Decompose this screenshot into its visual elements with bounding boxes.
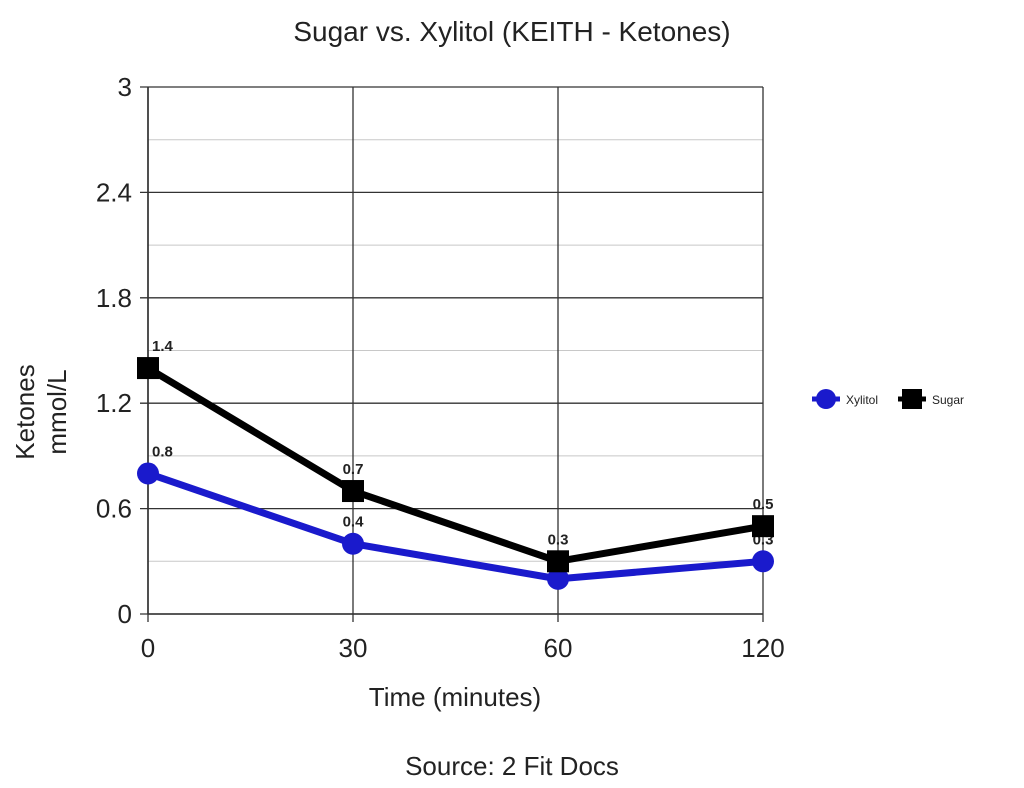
xylitol-line <box>144 469 767 583</box>
sugar-point <box>752 515 774 538</box>
xylitol-point <box>137 462 159 485</box>
source-note: Source: 2 Fit Docs <box>405 751 619 781</box>
xylitol-data-label: 0.4 <box>343 514 365 531</box>
legend-xylitol-marker <box>816 389 836 409</box>
x-tick-label: 0 <box>141 633 155 663</box>
chart-title: Sugar vs. Xylitol (KEITH - Ketones) <box>293 16 730 47</box>
sugar-point <box>547 550 569 573</box>
y-axis-label-line-2: mmol/L <box>42 369 72 454</box>
y-axis-label-line-1: Ketones <box>10 364 40 459</box>
xylitol-point <box>342 532 364 555</box>
sugar-data-label: 1.4 <box>152 338 174 355</box>
y-tick-label: 0.6 <box>96 494 132 524</box>
y-tick-label: 2.4 <box>96 177 132 207</box>
y-tick-label: 3 <box>118 72 132 102</box>
xylitol-data-label: 0.8 <box>152 443 173 460</box>
sugar-data-label: 0.3 <box>548 531 569 548</box>
series-layer: 0.80.40.31.40.70.30.5 <box>137 338 774 590</box>
sugar-series: 1.4 0.7 0.3 0.5 <box>137 338 774 573</box>
xylitol-point <box>547 567 569 590</box>
x-tick-label: 30 <box>339 633 368 663</box>
legend-sugar-label: Sugar <box>932 393 964 407</box>
y-tick-label: 1.2 <box>96 388 132 418</box>
xylitol-series: 0.8 0.4 0.3 <box>137 443 774 590</box>
sugar-data-label: 0.7 <box>343 461 364 478</box>
sugar-point <box>342 480 364 503</box>
y-tick-label: 1.8 <box>96 283 132 313</box>
legend: Xylitol Sugar <box>812 389 964 409</box>
sugar-data-label: 0.5 <box>753 496 774 513</box>
x-axis-label: Time (minutes) <box>369 682 541 712</box>
x-tick-label: 60 <box>544 633 573 663</box>
y-tick-label: 0 <box>118 599 132 629</box>
y-tick-labels: 0 0.6 1.2 1.8 2.4 3 <box>96 72 132 629</box>
x-tick-label: 120 <box>741 633 784 663</box>
sugar-line <box>144 364 767 565</box>
sugar-point <box>137 357 159 380</box>
x-tick-labels: 0 30 60 120 <box>141 633 785 663</box>
legend-sugar-marker <box>902 389 922 409</box>
xylitol-point <box>752 550 774 573</box>
legend-xylitol-label: Xylitol <box>846 393 878 407</box>
